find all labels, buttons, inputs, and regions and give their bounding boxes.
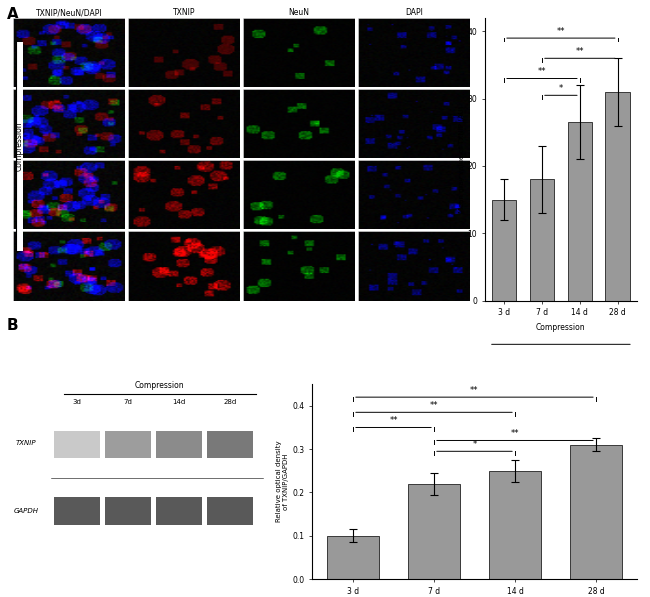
Text: Compression: Compression: [135, 381, 185, 390]
Bar: [105, 497, 151, 525]
Title: DAPI: DAPI: [405, 8, 422, 17]
Bar: [54, 497, 100, 525]
Text: TXNIP: TXNIP: [16, 439, 36, 445]
Bar: [207, 497, 253, 525]
Text: **: **: [576, 47, 584, 56]
Text: **: **: [389, 416, 398, 425]
Bar: [491, 199, 516, 300]
Bar: [489, 471, 541, 579]
Text: 28d: 28d: [224, 399, 237, 405]
Text: B: B: [6, 318, 18, 333]
Text: **: **: [470, 386, 478, 395]
Bar: [156, 431, 202, 458]
Y-axis label: Relative optical density
of TXNIP/GAPDH: Relative optical density of TXNIP/GAPDH: [276, 441, 289, 522]
Text: **: **: [538, 67, 546, 76]
Bar: [569, 445, 622, 579]
Bar: [605, 92, 630, 300]
Y-axis label: Mean gray value of TXNIP (AU): Mean gray value of TXNIP (AU): [458, 106, 465, 213]
Text: *: *: [559, 84, 563, 93]
Text: 14d: 14d: [172, 399, 186, 405]
Text: **: **: [430, 401, 438, 410]
Text: Compression: Compression: [15, 121, 24, 171]
Bar: [105, 431, 151, 458]
Bar: [327, 536, 380, 579]
Text: GAPDH: GAPDH: [13, 508, 38, 514]
Bar: [54, 431, 100, 458]
Text: 7d: 7d: [124, 399, 133, 405]
Bar: [156, 497, 202, 525]
Bar: [408, 484, 460, 579]
Text: *: *: [473, 440, 476, 449]
Bar: [530, 180, 554, 300]
Title: NeuN: NeuN: [289, 8, 309, 17]
Bar: [567, 122, 592, 300]
Title: TXNIP: TXNIP: [172, 8, 195, 17]
Title: TXNIP/NeuN/DAPI: TXNIP/NeuN/DAPI: [36, 8, 102, 17]
Text: A: A: [6, 7, 18, 23]
Text: **: **: [556, 27, 565, 36]
Text: 3d: 3d: [72, 399, 81, 405]
Bar: [207, 431, 253, 458]
Text: **: **: [511, 429, 519, 438]
X-axis label: Compression: Compression: [536, 323, 586, 332]
